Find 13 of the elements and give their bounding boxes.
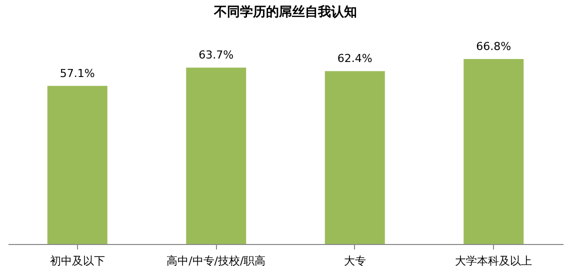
- data-label: 62.4%: [337, 52, 372, 66]
- x-tick-label: 大专: [344, 254, 366, 266]
- data-label: 63.7%: [198, 48, 234, 62]
- data-label: 66.8%: [476, 40, 512, 53]
- bar: [324, 71, 385, 244]
- x-tick-label: 大学本科及以上: [455, 254, 532, 266]
- data-label: 57.1%: [60, 66, 95, 80]
- chart-title: 不同学历的屌丝自我认知: [213, 4, 357, 20]
- x-tick-label: 初中及以下: [50, 254, 105, 266]
- bar: [186, 68, 246, 244]
- x-tick-label: 高中/中专/技校/职高: [166, 254, 266, 266]
- bar: [464, 59, 524, 244]
- bar: [47, 86, 108, 244]
